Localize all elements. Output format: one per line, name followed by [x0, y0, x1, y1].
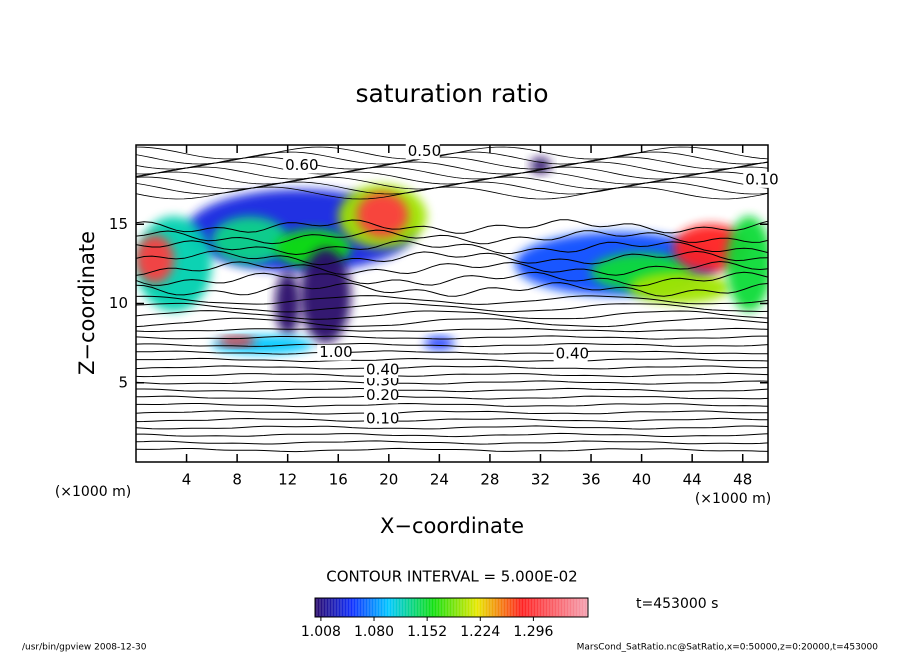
- x-tick-label: 24: [430, 471, 449, 489]
- contour-line: [136, 171, 768, 185]
- annotation-bg: [364, 362, 399, 379]
- contour-line: [136, 250, 768, 266]
- y-tick-label: 10: [109, 294, 128, 312]
- contour-line: [136, 156, 768, 170]
- contour-label: 0.40: [366, 361, 399, 379]
- y-tick-label: 15: [109, 215, 128, 233]
- contour-line: [136, 219, 768, 234]
- colorbar-tick-label: 1.080: [354, 624, 394, 640]
- colorbar-tick-label: 1.296: [513, 624, 553, 640]
- field-region: [424, 336, 455, 350]
- contour-line: [136, 176, 768, 190]
- contour-label: 0.40: [556, 345, 589, 363]
- field-region: [136, 235, 174, 283]
- footer-right: MarsCond_SatRatio.nc@SatRatio,x=0:50000,…: [577, 643, 879, 653]
- contour-line: [136, 402, 768, 408]
- contour-line: [136, 410, 768, 415]
- contour-line: [136, 365, 768, 370]
- x-tick-label: 48: [733, 471, 752, 489]
- x-unit: (×1000 m): [695, 491, 771, 507]
- x-tick-label: 8: [232, 471, 242, 489]
- annotation-bg: [317, 344, 352, 361]
- x-tick-label: 4: [182, 471, 192, 489]
- contour-label: 1.00: [319, 343, 352, 361]
- contour-line: [136, 432, 768, 438]
- colorbar-tick-label: 1.224: [460, 624, 500, 640]
- annotation-bg: [364, 387, 399, 404]
- y-axis-label: Z−coordinate: [75, 231, 99, 375]
- contour-line: [136, 260, 768, 276]
- contour-line: [136, 342, 768, 348]
- contour-line: [136, 302, 768, 313]
- annotation-bg: [364, 411, 399, 428]
- contour-line: [136, 166, 768, 180]
- contour-line: [136, 327, 768, 333]
- y-tick-label: 5: [118, 373, 128, 391]
- contour-label: 0.20: [366, 386, 399, 404]
- contour-line: [136, 310, 768, 320]
- contour-line: [136, 395, 768, 400]
- x-tick-label: 32: [531, 471, 550, 489]
- contour-line: [136, 417, 768, 423]
- contour-line: [136, 186, 768, 200]
- colorbar: [314, 597, 589, 618]
- contour-line: [136, 335, 768, 340]
- field-region: [357, 192, 408, 237]
- contour-label: 0.50: [408, 142, 441, 160]
- contour-line: [136, 357, 768, 363]
- field-region: [275, 271, 301, 336]
- annotation-bg: [743, 171, 778, 188]
- contour-interval: CONTOUR INTERVAL = 5.000E-02: [326, 568, 577, 586]
- contour-line: [136, 380, 768, 385]
- contour-line: [136, 350, 768, 355]
- field-region: [211, 216, 288, 264]
- contour-line: [136, 282, 768, 297]
- contour-line: [136, 440, 768, 445]
- chart-title: saturation ratio: [355, 79, 548, 108]
- footer-left: /usr/bin/gpview 2008-12-30: [22, 643, 147, 653]
- x-tick-label: 20: [379, 471, 398, 489]
- colorbar-tick-label: 1.008: [301, 624, 341, 640]
- contour-label: 0.60: [285, 156, 318, 174]
- field-region: [726, 216, 768, 312]
- contour-line: [136, 387, 768, 393]
- contour-line: [136, 229, 768, 245]
- x-tick-label: 28: [480, 471, 499, 489]
- x-tick-label: 44: [683, 471, 702, 489]
- contour-line: [136, 181, 768, 195]
- x-axis-label: X−coordinate: [380, 514, 524, 538]
- contour-lines: [136, 146, 768, 453]
- colorbar-tick-label: 1.152: [407, 624, 447, 640]
- contour-label: 0.10: [745, 170, 778, 188]
- field-region: [218, 336, 257, 347]
- annotation-bg: [283, 157, 318, 174]
- y-unit: (×1000 m): [55, 484, 131, 500]
- contour-label: 0.10: [366, 410, 399, 428]
- x-tick-label: 12: [278, 471, 297, 489]
- time-label: t=453000 s: [636, 596, 718, 612]
- x-tick-label: 36: [581, 471, 600, 489]
- contour-line: [136, 161, 768, 175]
- contour-line: [136, 271, 768, 287]
- contour-line: [136, 425, 768, 430]
- x-tick-label: 16: [329, 471, 348, 489]
- contour-line: [136, 317, 768, 328]
- annotation-bg: [553, 346, 588, 363]
- x-tick-label: 40: [632, 471, 651, 489]
- contour-line: [136, 447, 768, 453]
- annotation-bg: [405, 143, 440, 160]
- contour-line: [136, 372, 768, 378]
- contour-line: [136, 240, 768, 256]
- contour-line: [136, 295, 768, 305]
